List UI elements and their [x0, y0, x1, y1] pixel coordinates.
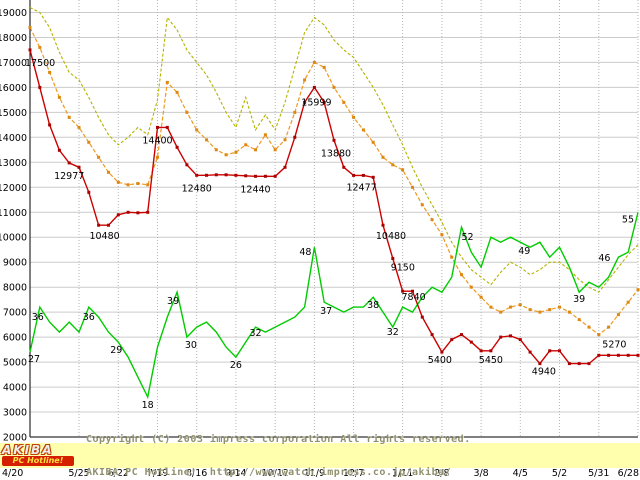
copyright-line: Copyright (C) 2003 impress corporation A…	[86, 433, 471, 445]
svg-text:19000: 19000	[0, 8, 27, 19]
svg-text:2000: 2000	[3, 433, 27, 444]
svg-text:2/8: 2/8	[434, 468, 449, 479]
svg-text:39: 39	[167, 296, 179, 307]
svg-text:5400: 5400	[428, 355, 452, 366]
svg-text:1/11: 1/11	[392, 468, 413, 479]
svg-text:49: 49	[518, 246, 530, 257]
svg-text:16000: 16000	[0, 83, 27, 94]
svg-text:9/14: 9/14	[225, 468, 246, 479]
svg-text:4/20: 4/20	[2, 468, 23, 479]
svg-text:55: 55	[622, 214, 634, 225]
akiba-logo-text: AKIBA	[2, 443, 54, 457]
akiba-pc-hotline-logo: AKIBA PC Hotline!	[2, 444, 80, 467]
svg-text:10/12: 10/12	[262, 468, 289, 479]
svg-text:9150: 9150	[391, 263, 415, 274]
svg-text:36: 36	[32, 312, 44, 323]
svg-text:4000: 4000	[3, 383, 27, 394]
svg-text:12440: 12440	[240, 184, 270, 195]
svg-text:26: 26	[230, 360, 242, 371]
svg-text:3/8: 3/8	[473, 468, 488, 479]
svg-text:38: 38	[367, 300, 379, 311]
svg-text:37: 37	[320, 306, 332, 317]
svg-text:27: 27	[28, 354, 40, 365]
svg-text:7000: 7000	[3, 308, 27, 319]
svg-text:18000: 18000	[0, 33, 27, 44]
svg-text:17000: 17000	[0, 58, 27, 69]
svg-text:12/7: 12/7	[343, 468, 364, 479]
svg-text:10480: 10480	[376, 231, 406, 242]
svg-text:3000: 3000	[3, 408, 27, 419]
svg-text:12977: 12977	[54, 171, 84, 182]
svg-text:6000: 6000	[3, 333, 27, 344]
svg-text:30: 30	[185, 340, 197, 351]
svg-text:36: 36	[83, 312, 95, 323]
watermark-band: AKIBA PC Hotline! Copyright (C) 2003 imp…	[0, 434, 640, 478]
pc-hotline-logo-text: PC Hotline!	[2, 456, 74, 466]
svg-text:7840: 7840	[402, 292, 426, 303]
svg-text:14000: 14000	[0, 133, 27, 144]
svg-text:29: 29	[110, 345, 122, 356]
svg-text:5000: 5000	[3, 358, 27, 369]
svg-text:15000: 15000	[0, 108, 27, 119]
svg-text:4940: 4940	[532, 367, 556, 378]
watermark-text: Copyright (C) 2003 impress corporation A…	[86, 412, 471, 480]
svg-text:8/16: 8/16	[186, 468, 207, 479]
svg-text:5450: 5450	[479, 355, 503, 366]
svg-text:11000: 11000	[0, 208, 27, 219]
svg-text:11/9: 11/9	[304, 468, 325, 479]
svg-text:32: 32	[387, 327, 399, 338]
svg-text:5/25: 5/25	[68, 468, 89, 479]
svg-text:8000: 8000	[3, 283, 27, 294]
svg-text:12480: 12480	[182, 183, 212, 194]
svg-text:15999: 15999	[301, 97, 331, 108]
svg-text:18: 18	[142, 400, 154, 411]
svg-text:13880: 13880	[321, 148, 351, 159]
svg-text:48: 48	[299, 247, 311, 258]
svg-text:10480: 10480	[89, 231, 119, 242]
svg-text:12477: 12477	[346, 182, 376, 193]
svg-text:7/19: 7/19	[147, 468, 168, 479]
site-credit-line: AKIBA PC Hotline! http://www.watch.impre…	[86, 466, 452, 478]
svg-text:46: 46	[598, 253, 610, 264]
svg-text:32: 32	[249, 328, 261, 339]
svg-text:14400: 14400	[142, 135, 172, 146]
svg-text:4/5: 4/5	[513, 468, 528, 479]
svg-text:5270: 5270	[602, 339, 626, 350]
svg-text:6/22: 6/22	[108, 468, 129, 479]
svg-text:13000: 13000	[0, 158, 27, 169]
svg-text:5/2: 5/2	[552, 468, 567, 479]
svg-text:52: 52	[461, 232, 473, 243]
svg-text:12000: 12000	[0, 183, 27, 194]
svg-text:39: 39	[573, 294, 585, 305]
svg-text:9000: 9000	[3, 258, 27, 269]
svg-text:17500: 17500	[25, 58, 55, 69]
svg-text:5/31: 5/31	[588, 468, 609, 479]
svg-text:6/28: 6/28	[618, 468, 639, 479]
